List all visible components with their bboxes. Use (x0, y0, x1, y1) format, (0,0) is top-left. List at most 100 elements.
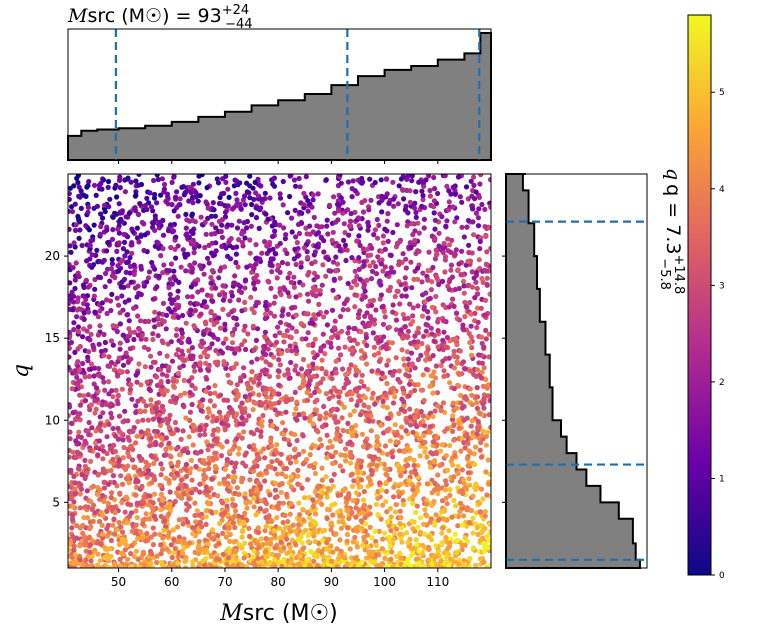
scatter-point (338, 180, 344, 186)
scatter-point (304, 456, 310, 463)
scatter-point (324, 223, 330, 229)
scatter-point (354, 544, 360, 550)
scatter-point (321, 314, 327, 320)
scatter-point (215, 336, 221, 342)
scatter-point (153, 433, 159, 439)
scatter-point (104, 227, 110, 233)
scatter-point (325, 231, 331, 237)
scatter-point (149, 259, 155, 266)
scatter-point (367, 524, 373, 530)
scatter-point (317, 288, 323, 294)
scatter-point (455, 523, 461, 529)
scatter-point (204, 185, 210, 191)
scatter-point (475, 319, 481, 325)
scatter-point (405, 334, 411, 340)
scatter-point (292, 246, 298, 252)
scatter-point (428, 516, 434, 522)
scatter-point (116, 268, 122, 274)
scatter-point (120, 246, 126, 252)
scatter-point (217, 325, 223, 331)
scatter-point (481, 559, 487, 565)
scatter-point (283, 524, 289, 530)
scatter-point (202, 461, 208, 467)
scatter-point (463, 184, 470, 190)
scatter-point (276, 357, 282, 363)
scatter-point (413, 209, 419, 216)
scatter-point (288, 359, 294, 366)
scatter-point (410, 429, 416, 435)
scatter-point (449, 514, 455, 520)
scatter-point (91, 373, 97, 379)
scatter-point (311, 214, 317, 220)
scatter-point (140, 417, 146, 423)
scatter-point (439, 278, 446, 284)
scatter-point (447, 492, 453, 498)
scatter-point (70, 307, 76, 313)
scatter-point (451, 365, 458, 371)
scatter-point (68, 249, 74, 255)
scatter-point (232, 326, 238, 332)
scatter-point (312, 511, 319, 517)
scatter-point (196, 512, 202, 518)
scatter-point (96, 471, 102, 477)
scatter-point (152, 243, 158, 249)
scatter-point (285, 261, 291, 267)
scatter-point (171, 550, 177, 556)
scatter-point (92, 398, 98, 404)
scatter-point (234, 411, 240, 417)
scatter-point (133, 403, 139, 409)
scatter-point (276, 500, 282, 506)
scatter-point (341, 221, 347, 227)
scatter-point (202, 219, 208, 225)
scatter-point (76, 235, 82, 241)
scatter-point (293, 328, 299, 335)
scatter-point (431, 338, 437, 344)
scatter-point (285, 371, 291, 377)
scatter-point (360, 443, 367, 450)
scatter-point (82, 398, 89, 404)
scatter-point (293, 294, 299, 300)
scatter-point (132, 540, 138, 546)
scatter-point (133, 192, 139, 198)
scatter-point (440, 337, 446, 343)
scatter-point (242, 235, 248, 241)
scatter-point (411, 462, 417, 469)
scatter-point (90, 518, 96, 525)
scatter-point (202, 488, 209, 494)
scatter-point (363, 334, 369, 341)
scatter-point (94, 203, 100, 209)
scatter-point (249, 269, 255, 275)
scatter-point (116, 230, 122, 236)
scatter-point (421, 423, 428, 429)
scatter-point (422, 449, 428, 455)
scatter-point (341, 301, 347, 307)
scatter-point (68, 467, 74, 473)
scatter-point (151, 491, 158, 497)
scatter-point (315, 429, 321, 435)
scatter-point (481, 405, 487, 411)
scatter-point (251, 196, 257, 202)
scatter-point (354, 282, 360, 288)
scatter-point (407, 381, 413, 387)
scatter-point (441, 318, 447, 324)
scatter-point (125, 463, 131, 469)
scatter-point (483, 377, 489, 383)
scatter-point (214, 176, 220, 182)
scatter-point (335, 208, 342, 214)
scatter-point (117, 174, 123, 180)
scatter-point (276, 368, 282, 374)
scatter-point (468, 423, 474, 429)
scatter-point (234, 322, 240, 328)
scatter-point (393, 439, 399, 445)
scatter-point (487, 291, 491, 297)
scatter-point (214, 362, 220, 368)
scatter-point (188, 466, 194, 472)
scatter-point (470, 206, 476, 212)
scatter-point (312, 470, 319, 477)
scatter-point (220, 306, 226, 312)
scatter-point (68, 280, 73, 286)
scatter-point (226, 525, 232, 531)
scatter-point (68, 436, 73, 442)
scatter-point (139, 332, 145, 338)
scatter-point (409, 285, 415, 291)
